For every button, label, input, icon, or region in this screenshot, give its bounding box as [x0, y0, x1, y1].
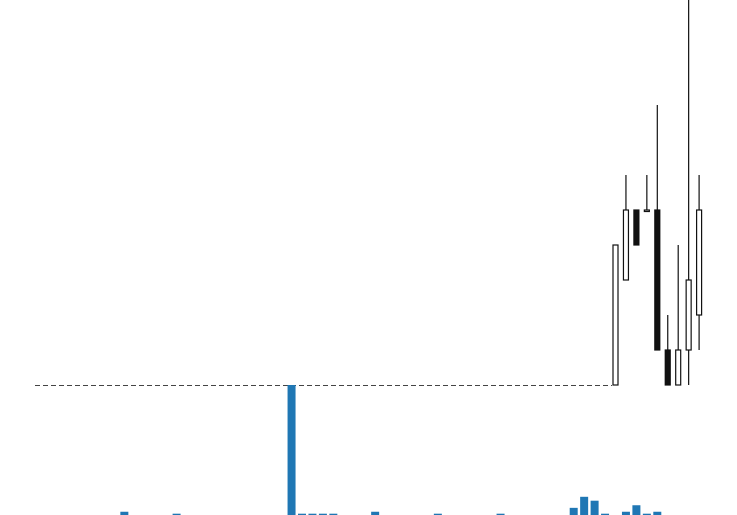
volume-bar-4 — [308, 513, 317, 515]
candle-body-8 — [695, 209, 703, 316]
candle-6 — [675, 245, 682, 386]
volume-bar-17 — [653, 511, 662, 515]
volume-bar-1 — [172, 513, 181, 515]
volume-bar-11 — [580, 496, 589, 515]
candle-5 — [664, 315, 671, 386]
volume-bar-9 — [496, 513, 505, 515]
volume-bar-3 — [298, 513, 306, 515]
candle-body-2 — [633, 209, 640, 246]
volume-bar-10 — [569, 507, 578, 515]
volume-bar-13 — [601, 513, 610, 515]
candle-body-7 — [685, 279, 692, 351]
candle-0 — [612, 244, 619, 386]
candle-4 — [654, 105, 661, 351]
candle-3 — [643, 175, 650, 213]
volume-bar-14 — [621, 511, 630, 515]
volume-bar-5 — [318, 513, 327, 515]
volume-bar-8 — [433, 513, 442, 515]
candle-8 — [695, 175, 703, 350]
candles-layer — [612, 0, 703, 386]
candle-1 — [622, 175, 630, 281]
candle-2 — [633, 209, 640, 246]
volume-bars-layer — [120, 385, 662, 515]
candle-body-3 — [643, 209, 650, 213]
volume-bar-12 — [590, 500, 599, 515]
volume-bar-15 — [632, 505, 641, 515]
volume-bar-0 — [120, 511, 129, 515]
volume-bar-6 — [329, 513, 338, 515]
candle-body-5 — [664, 349, 671, 386]
volume-bar-2 — [287, 385, 296, 515]
candle-7 — [685, 0, 692, 385]
candle-body-4 — [654, 209, 661, 351]
candle-body-1 — [622, 209, 630, 281]
candle-body-6 — [675, 349, 682, 386]
volume-bar-7 — [371, 511, 380, 515]
volume-bar-16 — [642, 513, 651, 515]
candle-body-0 — [612, 244, 619, 386]
